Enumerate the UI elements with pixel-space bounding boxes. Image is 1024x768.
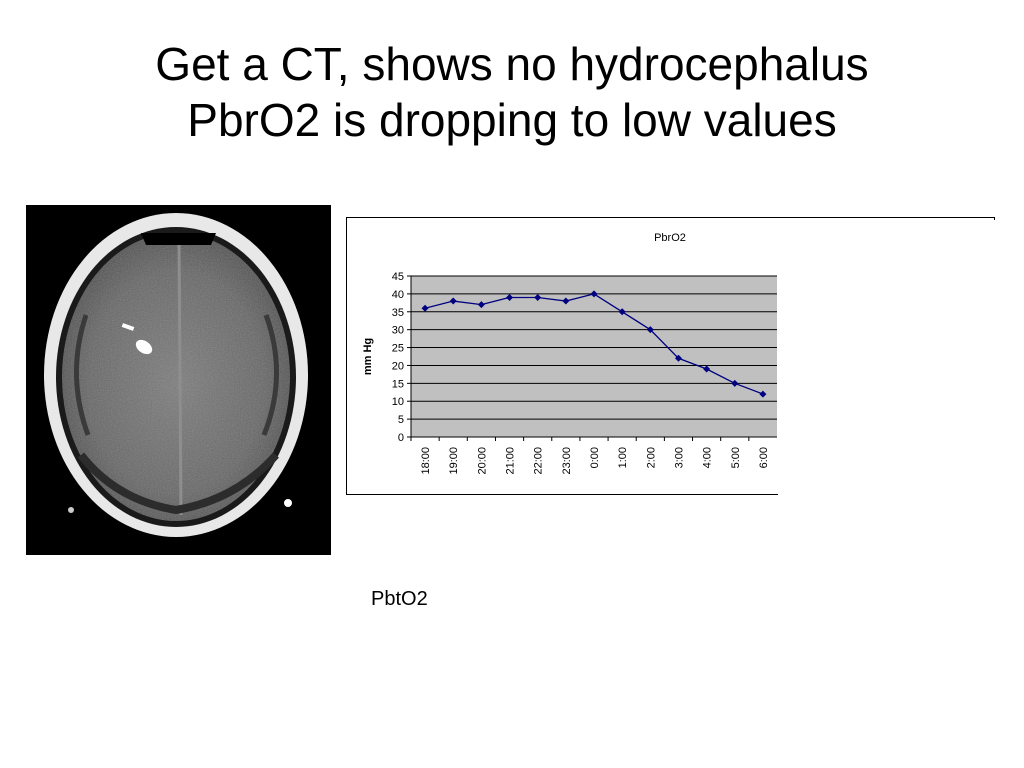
- data-point: [731, 379, 739, 387]
- x-tick-label: 18:00: [420, 447, 432, 475]
- y-tick-label: 20: [392, 360, 404, 372]
- data-point: [703, 365, 711, 373]
- pbro2-line-chart: PbrO2 mm Hg 0 5 10 15 20 25 30 35 40 45 18:00 19:00…: [362, 232, 777, 475]
- data-point: [646, 326, 654, 334]
- ct-brain-icon: [26, 205, 331, 555]
- chart-title: PbrO2: [654, 232, 686, 244]
- title-line-1: Get a CT, shows no hydrocephalus: [155, 38, 869, 90]
- data-point: [590, 290, 598, 298]
- x-tick-label: 23:00: [561, 447, 573, 475]
- y-tick-label: 15: [392, 378, 404, 390]
- data-point: [618, 308, 626, 316]
- x-tick-label: 22:00: [533, 447, 545, 475]
- chart-overlay-blank: [778, 220, 996, 496]
- y-axis-label: mm Hg: [362, 338, 374, 375]
- x-tick-label: 6:00: [758, 447, 770, 468]
- ct-scan-image: [26, 205, 331, 555]
- y-tick-label: 35: [392, 307, 404, 319]
- x-tick-label: 3:00: [673, 447, 685, 468]
- y-tick-label: 5: [398, 414, 404, 426]
- data-point: [562, 297, 570, 305]
- x-tick-label: 1:00: [617, 447, 629, 468]
- x-tick-label: 20:00: [476, 447, 488, 475]
- plot-area: 0 5 10 15 20 25 30 35 40 45 18:00 19:00 20:00 21:00 22…: [392, 271, 777, 475]
- y-tick-label: 40: [392, 289, 404, 301]
- y-tick-label: 0: [398, 432, 404, 444]
- y-tick-label: 30: [392, 325, 404, 337]
- data-point: [506, 293, 514, 301]
- title-line-2: PbrO2 is dropping to low values: [187, 94, 837, 146]
- data-point: [674, 354, 682, 362]
- x-tick-label: 4:00: [702, 447, 714, 468]
- x-tick-label: 19:00: [448, 447, 460, 475]
- plot-background: [411, 276, 777, 437]
- caption: PbtO2: [371, 588, 428, 610]
- slide-title: Get a CT, shows no hydrocephalus PbrO2 i…: [0, 36, 1024, 148]
- x-tick-label: 5:00: [730, 447, 742, 468]
- y-tick-label: 45: [392, 271, 404, 283]
- data-point: [477, 301, 485, 309]
- data-point: [449, 297, 457, 305]
- x-tick-label: 2:00: [645, 447, 657, 468]
- x-tick-label: 0:00: [589, 447, 601, 468]
- data-point: [421, 304, 429, 312]
- x-tick-label: 21:00: [505, 447, 517, 475]
- y-tick-label: 10: [392, 396, 404, 408]
- data-point: [534, 293, 542, 301]
- y-tick-label: 25: [392, 343, 404, 355]
- data-point: [759, 390, 767, 398]
